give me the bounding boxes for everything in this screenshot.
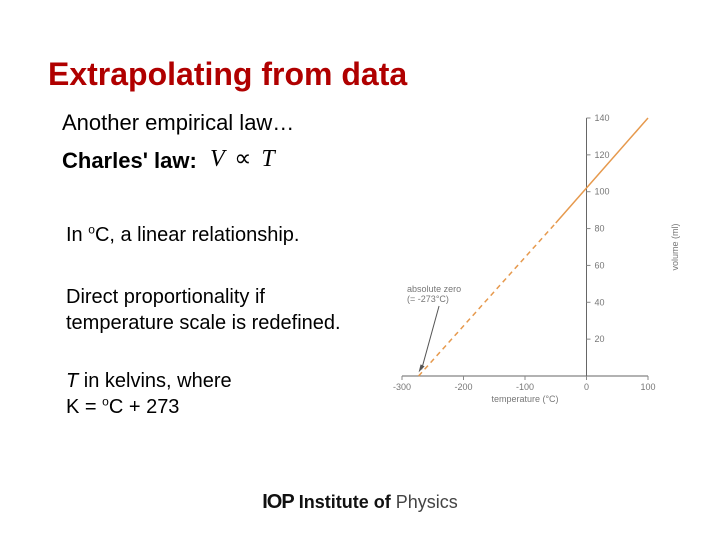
text-a-post: C, a linear relationship.	[95, 224, 300, 246]
text-a-pre: In	[66, 224, 88, 246]
formula-lhs: V	[210, 146, 224, 172]
text-c2-sup: o	[102, 394, 109, 408]
text-c1: T in kelvins, where	[66, 368, 232, 394]
svg-text:20: 20	[595, 334, 605, 344]
svg-text:-200: -200	[454, 382, 472, 392]
text-block-c: T in kelvins, where K = oC + 273	[66, 368, 232, 420]
text-b1: Direct proportionality if	[66, 284, 341, 310]
slide-title: Extrapolating from data	[48, 56, 407, 93]
text-a-sup: o	[88, 222, 95, 236]
svg-text:-300: -300	[393, 382, 411, 392]
svg-text:absolute zero: absolute zero	[407, 284, 461, 294]
svg-text:60: 60	[595, 260, 605, 270]
logo-physics: Physics	[396, 492, 458, 512]
svg-text:temperature (°C): temperature (°C)	[491, 394, 558, 404]
subtitle: Another empirical law…	[62, 110, 294, 136]
text-block-b: Direct proportionality if temperature sc…	[66, 284, 341, 336]
svg-text:40: 40	[595, 297, 605, 307]
chart-svg: -300 -200 -100 0 100 20 40 60 80 100 120 140 tempera…	[384, 110, 684, 410]
logo-iop: IOP	[262, 491, 293, 513]
svg-text:-100: -100	[516, 382, 534, 392]
text-c1-rest: in kelvins, where	[78, 370, 231, 392]
svg-text:(= -273°C): (= -273°C)	[407, 294, 449, 304]
svg-text:80: 80	[595, 224, 605, 234]
svg-text:100: 100	[640, 382, 655, 392]
svg-text:140: 140	[595, 113, 610, 123]
formula: V ∝ T	[210, 144, 275, 173]
svg-text:100: 100	[595, 187, 610, 197]
formula-proportional: ∝	[230, 146, 255, 172]
text-c2-post: C + 273	[109, 396, 180, 418]
text-c2-pre: K =	[66, 396, 102, 418]
text-c2: K = oC + 273	[66, 394, 232, 420]
logo-institute: Institute of	[299, 492, 396, 512]
svg-text:120: 120	[595, 150, 610, 160]
charles-law-chart: -300 -200 -100 0 100 20 40 60 80 100 120 140 tempera…	[384, 110, 684, 410]
svg-text:volume (ml): volume (ml)	[670, 223, 680, 270]
text-block-a: In oC, a linear relationship.	[66, 222, 300, 248]
text-c1-it: T	[66, 370, 78, 392]
svg-text:0: 0	[584, 382, 589, 392]
text-b2: temperature scale is redefined.	[66, 310, 341, 336]
formula-rhs: T	[261, 146, 274, 172]
iop-logo: IOP Institute of Physics	[0, 491, 720, 514]
law-label: Charles' law:	[62, 148, 197, 174]
